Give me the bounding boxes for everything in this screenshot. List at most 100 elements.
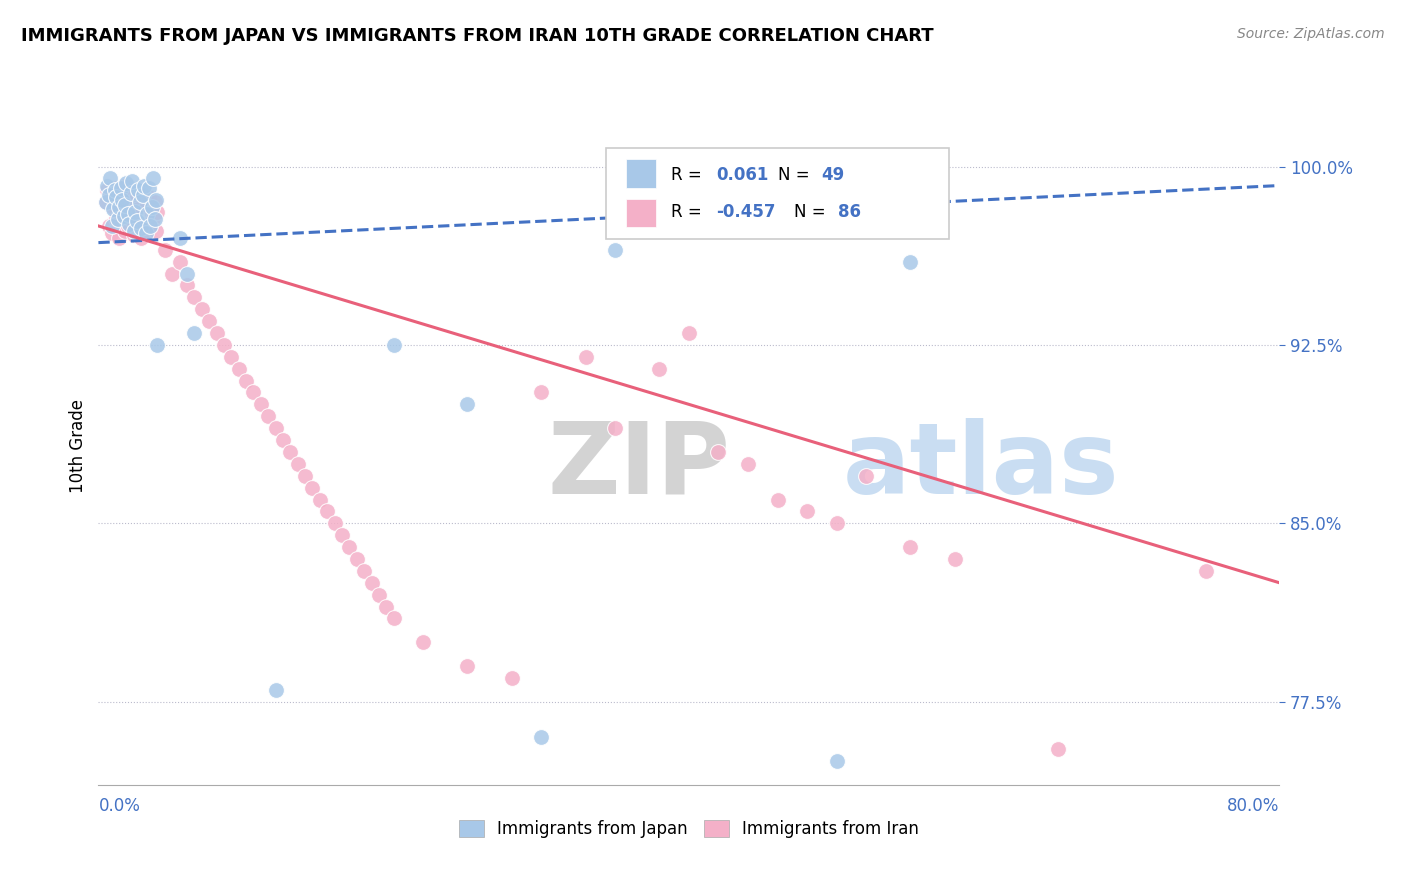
- Point: [118, 217, 141, 231]
- Point: [360, 575, 382, 590]
- Point: [169, 231, 191, 245]
- Point: [104, 183, 127, 197]
- Point: [128, 195, 150, 210]
- Point: [257, 409, 280, 424]
- Point: [153, 243, 176, 257]
- Point: [141, 200, 163, 214]
- Point: [108, 200, 131, 214]
- Point: [117, 219, 139, 233]
- Point: [112, 178, 135, 193]
- Point: [124, 193, 146, 207]
- Point: [103, 200, 125, 214]
- Point: [145, 224, 167, 238]
- Point: [825, 516, 848, 531]
- Point: [111, 193, 134, 207]
- Point: [271, 433, 294, 447]
- Text: IMMIGRANTS FROM JAPAN VS IMMIGRANTS FROM IRAN 10TH GRADE CORRELATION CHART: IMMIGRANTS FROM JAPAN VS IMMIGRANTS FROM…: [21, 27, 934, 45]
- Point: [264, 421, 287, 435]
- Point: [221, 350, 243, 364]
- Point: [796, 504, 818, 518]
- Point: [122, 224, 145, 238]
- Point: [346, 552, 368, 566]
- Text: R =: R =: [671, 166, 707, 184]
- Point: [127, 183, 149, 197]
- Text: 80.0%: 80.0%: [1227, 797, 1279, 815]
- Bar: [626, 199, 655, 227]
- Point: [132, 188, 155, 202]
- Point: [900, 254, 922, 268]
- Point: [112, 210, 135, 224]
- Point: [242, 385, 264, 400]
- Point: [382, 338, 405, 352]
- Point: [212, 338, 235, 352]
- Point: [707, 445, 730, 459]
- Text: ZIP: ZIP: [547, 417, 730, 515]
- Point: [412, 635, 434, 649]
- Point: [122, 228, 145, 243]
- Text: Source: ZipAtlas.com: Source: ZipAtlas.com: [1237, 27, 1385, 41]
- Point: [142, 211, 165, 226]
- Point: [287, 457, 309, 471]
- Text: -0.457: -0.457: [716, 203, 776, 221]
- Point: [943, 552, 966, 566]
- Point: [96, 178, 118, 193]
- Point: [752, 219, 775, 233]
- Text: N =: N =: [794, 203, 831, 221]
- Legend: Immigrants from Japan, Immigrants from Iran: Immigrants from Japan, Immigrants from I…: [451, 813, 927, 845]
- Point: [205, 326, 228, 340]
- Point: [530, 385, 553, 400]
- Point: [146, 338, 169, 352]
- Point: [575, 350, 598, 364]
- Point: [121, 197, 143, 211]
- Point: [678, 326, 700, 340]
- Point: [457, 397, 479, 411]
- Text: R =: R =: [671, 203, 707, 221]
- Point: [605, 243, 627, 257]
- Point: [382, 611, 405, 625]
- Point: [107, 211, 129, 226]
- Point: [135, 200, 157, 214]
- Point: [128, 221, 150, 235]
- Point: [143, 211, 166, 226]
- Point: [183, 326, 205, 340]
- Point: [105, 190, 128, 204]
- Point: [135, 226, 157, 240]
- Point: [98, 188, 121, 202]
- Point: [1195, 564, 1218, 578]
- Text: 0.0%: 0.0%: [98, 797, 141, 815]
- Bar: [626, 159, 655, 187]
- Point: [115, 176, 138, 190]
- Point: [115, 190, 138, 204]
- Point: [309, 492, 332, 507]
- Point: [141, 207, 163, 221]
- Point: [766, 492, 789, 507]
- Point: [250, 397, 273, 411]
- Point: [139, 219, 162, 233]
- Point: [124, 204, 146, 219]
- Point: [120, 186, 142, 200]
- Point: [110, 186, 132, 200]
- Point: [900, 540, 922, 554]
- Point: [737, 457, 759, 471]
- FancyBboxPatch shape: [606, 148, 949, 239]
- Point: [143, 195, 166, 210]
- Point: [118, 204, 141, 219]
- Point: [94, 195, 117, 210]
- Point: [98, 171, 121, 186]
- Point: [129, 231, 152, 245]
- Point: [110, 181, 132, 195]
- Point: [104, 181, 127, 195]
- Point: [323, 516, 346, 531]
- Text: atlas: atlas: [842, 417, 1119, 515]
- Point: [605, 421, 627, 435]
- Point: [121, 174, 143, 188]
- Text: 49: 49: [821, 166, 845, 184]
- Point: [375, 599, 398, 614]
- Point: [330, 528, 353, 542]
- Point: [138, 190, 160, 204]
- Point: [191, 302, 214, 317]
- Point: [134, 178, 156, 193]
- Point: [530, 731, 553, 745]
- Point: [120, 211, 142, 226]
- Point: [176, 278, 198, 293]
